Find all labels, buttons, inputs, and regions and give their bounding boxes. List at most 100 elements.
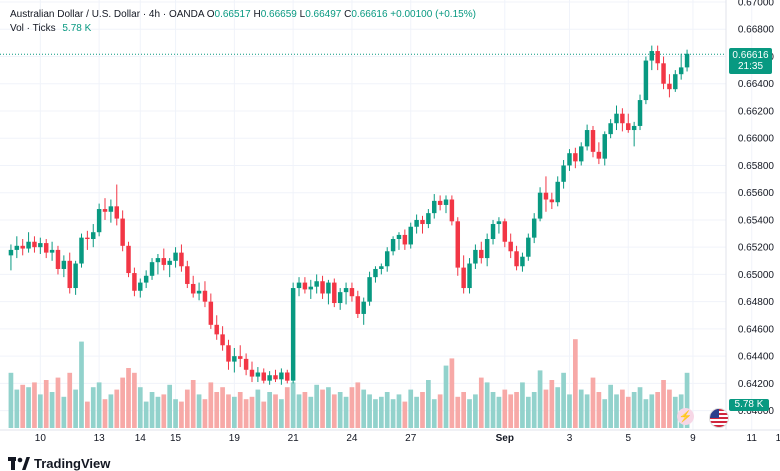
price-tick-label: 0.66400 (738, 79, 775, 90)
candle-body (49, 249, 55, 253)
candle-body (43, 243, 49, 253)
candle-body (655, 51, 660, 64)
volume-bar (384, 392, 390, 428)
volume-bar (149, 392, 155, 428)
legend-price-row: Australian Dollar / U.S. Dollar · 4h · O… (10, 8, 476, 22)
brand-name: TradingView (34, 456, 111, 471)
candle-body (337, 292, 343, 304)
volume-bar (61, 396, 67, 428)
volume-bar (437, 394, 443, 428)
candle-body (232, 356, 237, 362)
volume-bar (549, 380, 555, 428)
volume-bar (590, 377, 596, 428)
candle-body (67, 260, 72, 289)
volume-bar (555, 387, 561, 428)
candle-body (602, 134, 607, 159)
volume-bar (37, 394, 43, 428)
symbol-title[interactable]: Australian Dollar / U.S. Dollar · 4h · O… (10, 9, 204, 20)
volume-bar (378, 396, 384, 428)
candle-body (473, 249, 478, 264)
candle-body (343, 288, 349, 293)
volume-bar (514, 392, 519, 428)
volume-bar (614, 394, 619, 428)
candle-body (26, 241, 31, 249)
candle-body (643, 60, 649, 101)
price-tick-label: 0.64600 (738, 324, 775, 335)
candle-body (290, 288, 296, 381)
volume-bar (331, 394, 337, 428)
volume-bar (243, 399, 249, 428)
volume-bar (631, 392, 637, 428)
candle-body (255, 372, 261, 377)
brand-footer[interactable]: TradingView (8, 456, 111, 471)
candle-body (631, 125, 637, 131)
volume-bar (161, 394, 167, 428)
open-value: 0.66517 (214, 9, 251, 20)
volume-bar (467, 399, 472, 428)
time-tick-label: 14 (776, 433, 780, 444)
volume-bar (220, 387, 225, 428)
volume-bar (337, 392, 343, 428)
candle-body (285, 372, 290, 381)
volume-bar (661, 380, 666, 428)
tradingview-logo-icon (8, 457, 30, 470)
volume-bar (184, 389, 190, 428)
volume-bar (273, 394, 278, 428)
candle-body (449, 199, 455, 222)
volume-bar (26, 387, 31, 428)
time-tick-label: 21 (288, 433, 300, 444)
candle-body (20, 245, 25, 249)
candle-body (561, 165, 566, 182)
volume-bar (608, 384, 613, 428)
candle-body (96, 209, 102, 233)
volume-bar (120, 377, 125, 428)
candle-body (55, 249, 61, 269)
candle-body (161, 258, 167, 265)
candle-body (214, 324, 219, 335)
price-axis[interactable]: 0.670000.668000.666000.664000.662000.660… (738, 0, 775, 417)
candle-body (479, 249, 484, 259)
low-label: L (299, 9, 306, 20)
volume-bar (525, 396, 531, 428)
volume-bar (49, 392, 55, 428)
candle-body (185, 266, 190, 284)
us-flag-icon[interactable] (709, 408, 729, 428)
candle-body (14, 245, 20, 250)
volume-bar (620, 389, 625, 428)
time-axis[interactable]: 10 13 14 15 19 21 24 27 Sep 3 5 9 11 14 (35, 433, 780, 444)
time-tick-label: 19 (229, 433, 241, 444)
volume-bar (508, 394, 514, 428)
lightning-icon[interactable]: ⚡ (677, 408, 694, 425)
price-tick-label: 0.65400 (738, 215, 775, 226)
volume-bar (502, 389, 508, 428)
candle-body (390, 239, 396, 252)
volume-bar (249, 396, 255, 428)
volume-bar (573, 339, 578, 428)
candle-body (678, 67, 684, 75)
volume-label[interactable]: Vol · Ticks (10, 23, 56, 34)
close-value: 0.66616 (351, 9, 388, 20)
bar-countdown: 21:35 (737, 61, 764, 73)
price-tick-label: 0.66800 (738, 25, 775, 36)
price-tick-label: 0.65800 (738, 161, 775, 172)
price-tick-label: 0.64800 (738, 297, 775, 308)
volume-bar (443, 365, 449, 428)
last-price-tag: 0.66616 21:35 (729, 48, 772, 75)
volume-bars (8, 339, 690, 428)
candle-body (61, 260, 67, 269)
candle-body (490, 224, 496, 240)
volume-bar (426, 380, 431, 428)
candle-body (314, 281, 319, 287)
high-value: 0.66659 (260, 9, 297, 20)
volume-bar (490, 392, 496, 428)
candle-body (626, 123, 631, 131)
candle-body (649, 51, 655, 61)
volume-bar (73, 389, 78, 428)
volume-bar (320, 389, 325, 428)
time-tick-label: 3 (567, 433, 573, 444)
candle-body (220, 334, 225, 346)
candle-body (179, 252, 184, 267)
candle-body (149, 262, 155, 276)
volume-bar (79, 341, 84, 428)
